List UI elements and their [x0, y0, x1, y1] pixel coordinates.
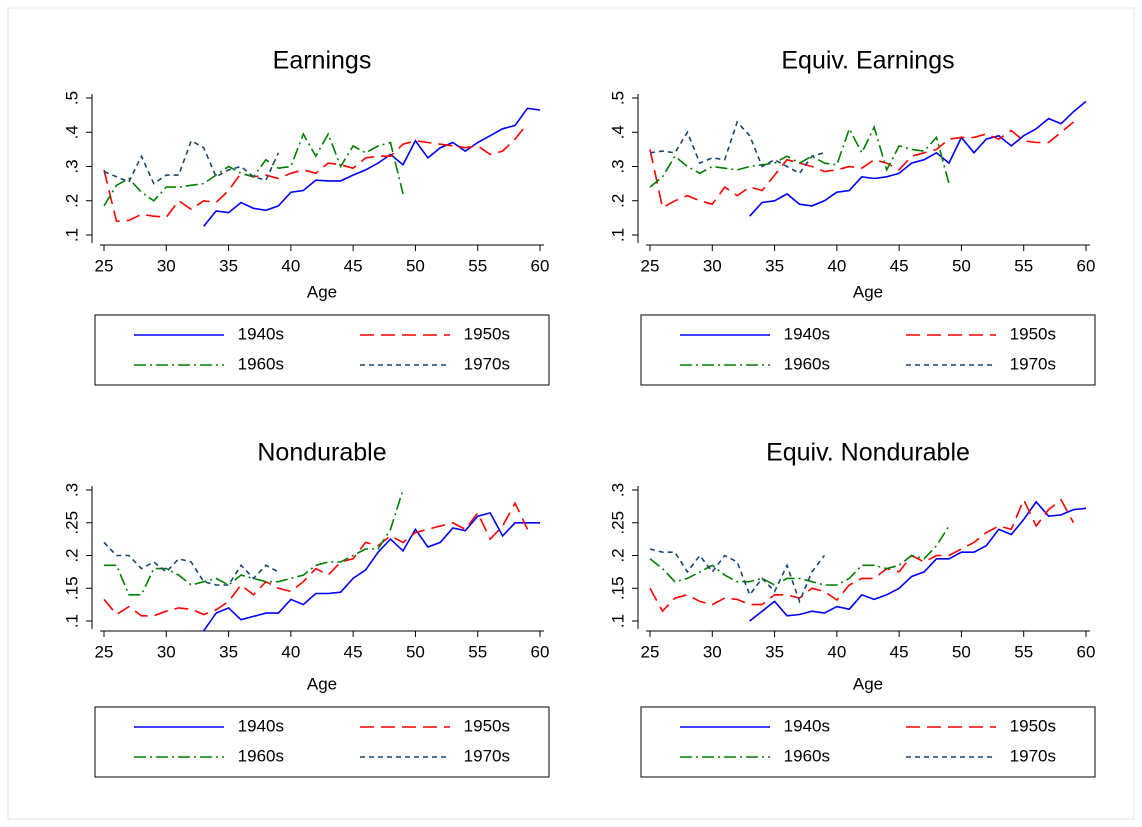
legend-label: 1960s	[784, 354, 830, 373]
y-tick-label: .3	[608, 159, 627, 173]
y-tick-label: .25	[608, 511, 627, 535]
panel-title: Nondurable	[257, 439, 386, 467]
legend-label: 1960s	[238, 354, 284, 373]
y-tick-label: .1	[62, 614, 81, 628]
legend-label: 1940s	[784, 324, 830, 343]
panel-title: Equiv. Earnings	[781, 47, 954, 75]
series-line	[203, 511, 540, 632]
series-line	[103, 139, 280, 185]
panel-title: Earnings	[273, 47, 372, 75]
y-tick-label: .1	[608, 228, 627, 242]
legend-label: 1950s	[1010, 324, 1056, 343]
x-tick-label: 30	[703, 256, 722, 275]
x-axis-label: Age	[307, 282, 337, 301]
x-tick-label: 25	[95, 256, 114, 275]
y-tick-label: .15	[608, 576, 627, 600]
x-tick-label: 35	[219, 642, 238, 661]
series-line	[103, 541, 279, 586]
x-tick-label: 35	[219, 256, 238, 275]
y-tick-label: .25	[62, 511, 81, 535]
y-tick-label: .15	[62, 576, 81, 600]
panel-title: Equiv. Nondurable	[766, 439, 970, 467]
legend-label: 1970s	[464, 354, 510, 373]
x-tick-label: 40	[281, 642, 300, 661]
y-tick-label: .4	[62, 125, 81, 139]
series-line	[104, 489, 404, 596]
series-line	[649, 124, 950, 188]
x-tick-label: 60	[1077, 256, 1096, 275]
legend-label: 1950s	[1010, 716, 1056, 735]
x-tick-label: 25	[641, 256, 660, 275]
x-tick-label: 35	[765, 642, 784, 661]
legend-label: 1950s	[464, 324, 510, 343]
legend-label: 1950s	[464, 716, 510, 735]
series-line	[649, 120, 825, 175]
legend-label: 1970s	[1010, 354, 1056, 373]
x-tick-label: 45	[890, 642, 909, 661]
x-tick-label: 25	[95, 642, 114, 661]
y-tick-label: .4	[608, 125, 627, 139]
y-tick-label: .2	[608, 194, 627, 208]
series-line	[749, 500, 1087, 622]
series-line	[649, 497, 1075, 613]
x-axis-label: Age	[853, 674, 883, 693]
x-tick-label: 55	[1014, 256, 1033, 275]
legend-box	[640, 706, 1096, 778]
x-tick-label: 35	[765, 256, 784, 275]
legend-label: 1960s	[238, 746, 284, 765]
x-tick-label: 60	[1077, 642, 1096, 661]
x-tick-label: 30	[157, 256, 176, 275]
series-line	[103, 501, 529, 617]
x-tick-label: 30	[157, 642, 176, 661]
y-tick-label: .2	[62, 194, 81, 208]
legend-label: 1940s	[238, 324, 284, 343]
x-tick-label: 55	[468, 642, 487, 661]
legend-label: 1970s	[464, 746, 510, 765]
y-tick-label: .3	[608, 483, 627, 497]
y-tick-label: .5	[62, 91, 81, 105]
x-tick-label: 50	[406, 256, 425, 275]
y-tick-label: .3	[62, 159, 81, 173]
legend-label: 1960s	[784, 746, 830, 765]
y-tick-label: .2	[62, 548, 81, 562]
legend-box	[640, 314, 1096, 386]
series-line	[649, 121, 1075, 209]
x-tick-label: 60	[531, 256, 550, 275]
x-tick-label: 40	[827, 256, 846, 275]
x-axis-label: Age	[307, 674, 337, 693]
x-axis-label: Age	[853, 282, 883, 301]
y-tick-label: .1	[608, 614, 627, 628]
y-tick-label: .3	[62, 483, 81, 497]
x-tick-label: 40	[827, 642, 846, 661]
y-tick-label: .1	[62, 228, 81, 242]
x-tick-label: 55	[468, 256, 487, 275]
x-tick-label: 45	[890, 256, 909, 275]
series-line	[103, 123, 529, 223]
x-tick-label: 40	[281, 256, 300, 275]
legend-label: 1940s	[784, 716, 830, 735]
series-line	[749, 100, 1087, 217]
x-tick-label: 45	[344, 642, 363, 661]
x-tick-label: 25	[641, 642, 660, 661]
y-tick-label: .5	[608, 91, 627, 105]
legend-label: 1970s	[1010, 746, 1056, 765]
figure-frame	[7, 7, 1135, 820]
x-tick-label: 50	[406, 642, 425, 661]
series-line	[649, 525, 950, 586]
x-tick-label: 45	[344, 256, 363, 275]
x-tick-label: 55	[1014, 642, 1033, 661]
legend-label: 1940s	[238, 716, 284, 735]
legend-box	[94, 314, 550, 386]
x-tick-label: 30	[703, 642, 722, 661]
series-line	[203, 107, 541, 227]
series-line	[649, 548, 826, 604]
x-tick-label: 50	[952, 642, 971, 661]
legend-box	[94, 706, 550, 778]
x-tick-label: 60	[531, 642, 550, 661]
y-tick-label: .2	[608, 548, 627, 562]
x-tick-label: 50	[952, 256, 971, 275]
